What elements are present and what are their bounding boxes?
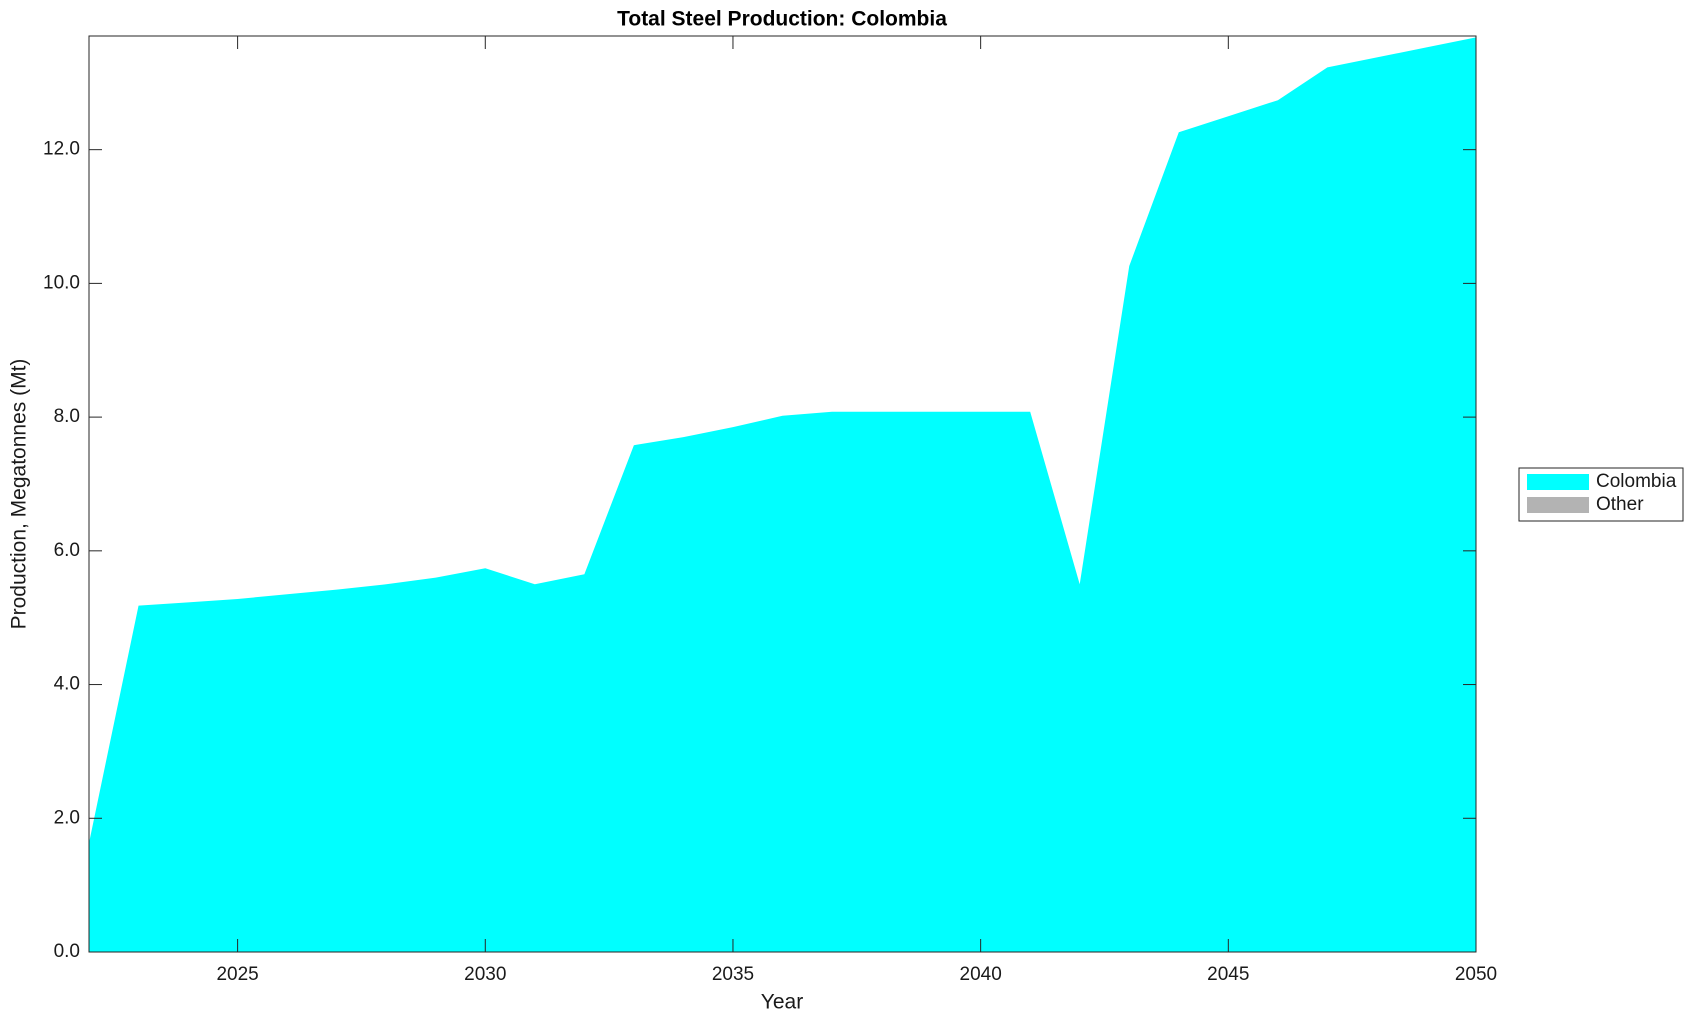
legend-swatch xyxy=(1527,497,1589,513)
chart-title: Total Steel Production: Colombia xyxy=(617,8,947,31)
area xyxy=(89,37,1476,952)
plot-frame xyxy=(88,35,1477,953)
legend-swatch xyxy=(1527,474,1589,490)
y-tick-label: 2.0 xyxy=(54,807,80,828)
x-tick-label: 2035 xyxy=(712,964,754,985)
y-tick-label: 6.0 xyxy=(54,540,80,561)
x-tick-label: 2050 xyxy=(1455,964,1497,985)
legend-label: Colombia xyxy=(1596,471,1677,492)
y-axis-label: Production, Megatonnes (Mt) xyxy=(8,359,31,630)
y-tick-label: 0.0 xyxy=(54,941,80,962)
legend-label: Other xyxy=(1596,494,1644,515)
x-tick-label: 2040 xyxy=(960,964,1002,985)
x-axis-label: Year xyxy=(761,991,803,1014)
x-tick-label: 2045 xyxy=(1207,964,1249,985)
x-tick-label: 2030 xyxy=(464,964,506,985)
y-tick-label: 4.0 xyxy=(54,674,80,695)
y-tick-label: 8.0 xyxy=(54,406,80,427)
x-tick-label: 2025 xyxy=(216,964,258,985)
y-tick-label: 10.0 xyxy=(43,272,80,293)
y-tick-label: 12.0 xyxy=(43,139,80,160)
